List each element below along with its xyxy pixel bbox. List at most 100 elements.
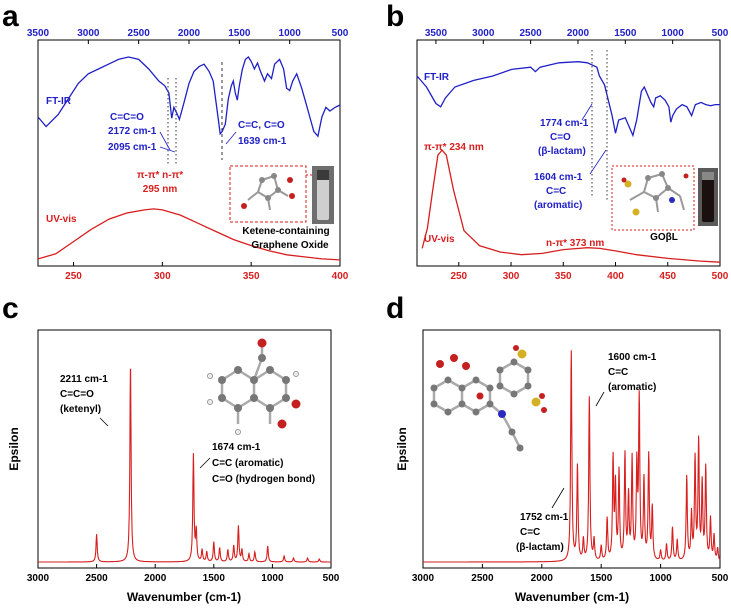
panel-d-x-tick-label: 2000 bbox=[531, 573, 554, 584]
panel-a-top-tick-label: 1000 bbox=[279, 28, 302, 39]
panel-a-ketene-label: C=C=O bbox=[110, 112, 144, 123]
panel-d-molecule-model bbox=[430, 345, 547, 452]
panel-d-lactam-1: C=C bbox=[520, 527, 540, 538]
panel-b-bottom-tick-label: 450 bbox=[659, 271, 676, 282]
panel-a-bottom-tick-label: 400 bbox=[332, 271, 349, 282]
panel-a-top-tick-label: 500 bbox=[332, 28, 349, 39]
panel-d-lactam-arrow bbox=[551, 487, 565, 509]
panel-c-x-axis: 3000 2500 2000 1500 1000 500 bbox=[27, 564, 340, 584]
panel-b-top-tick-label: 1000 bbox=[662, 28, 685, 39]
panel-d-x-title: Wavenumber (cm-1) bbox=[515, 590, 629, 604]
panel-b-lactam-wn: 1774 cm-1 bbox=[540, 118, 589, 129]
panel-c-x-title-text: Wavenumber (cm-1) bbox=[127, 590, 241, 604]
panel-b-arom-1: C=C bbox=[546, 186, 566, 197]
panel-d-arom-arrow bbox=[595, 391, 605, 407]
panel-c-ketenyl-2: (ketenyl) bbox=[60, 404, 101, 415]
panel-d-arom-wn: 1600 cm-1 bbox=[608, 352, 657, 363]
panel-b-arom-2: (aromatic) bbox=[534, 200, 582, 211]
panel-c: c 3000 2500 2000 1500 1000 500 Wavenumber (cm… bbox=[2, 292, 340, 604]
panel-b-top-tick-label: 500 bbox=[712, 28, 729, 39]
panel-b-uvvis-label: UV-vis bbox=[424, 234, 455, 245]
panel-d: d 3000 2500 2000 1500 1000 500 Wavenumber (cm… bbox=[386, 292, 729, 604]
panel-a-top-tick-label: 3000 bbox=[77, 28, 100, 39]
panel-b-bottom-tick-label: 300 bbox=[503, 271, 520, 282]
panel-b-frame bbox=[416, 39, 721, 267]
panel-b-arom-arrow bbox=[589, 149, 607, 175]
panel-a-caption-2: Graphene Oxide bbox=[251, 240, 329, 251]
panel-c-ketenyl-arrow bbox=[99, 417, 109, 427]
panel-d-x-tick-label: 2500 bbox=[471, 573, 494, 584]
panel-a-ketene-arrow2 bbox=[159, 146, 176, 153]
panel-b-n-peak: n-π* 373 nm bbox=[546, 238, 604, 249]
panel-d-lactam-2: (β-lactam) bbox=[516, 542, 564, 553]
panel-d-x-tick-label: 1500 bbox=[590, 573, 613, 584]
panel-a-top-tick-label: 2000 bbox=[178, 28, 201, 39]
panel-b-caption: GOβL bbox=[650, 232, 678, 243]
panel-d-x-title-text: Wavenumber (cm-1) bbox=[515, 590, 629, 604]
panel-d-x-tick-label: 500 bbox=[712, 573, 729, 584]
panel-a-uv-transition: π-π* n-π* bbox=[137, 170, 183, 181]
panel-b-bottom-tick-label: 250 bbox=[450, 271, 467, 282]
panel-b-top-tick-label: 3000 bbox=[472, 28, 495, 39]
panel-c-x-title: Wavenumber (cm-1) bbox=[127, 590, 241, 604]
panel-b-top-tick-label: 3500 bbox=[425, 28, 448, 39]
panel-a-ketene-wn2: 2095 cm-1 bbox=[108, 142, 157, 153]
panel-b-molecule-inset bbox=[611, 165, 695, 231]
panel-a-ccco-arrow bbox=[225, 131, 237, 145]
panel-c-y-title: Epsilon bbox=[7, 427, 21, 470]
panel-a-uvvis-label: UV-vis bbox=[46, 214, 77, 225]
panel-b-vial-photo bbox=[698, 168, 718, 226]
panel-a-ketene-wn1: 2172 cm-1 bbox=[108, 126, 157, 137]
panel-b-top-tick-label: 2000 bbox=[567, 28, 590, 39]
panel-d-label: d bbox=[386, 292, 404, 325]
panel-b-uvvis-line bbox=[421, 149, 721, 263]
panel-a-ketene-arrow1 bbox=[159, 131, 171, 151]
panel-c-molecule-model bbox=[207, 338, 301, 435]
panel-b-top-tick-label: 2500 bbox=[520, 28, 543, 39]
panel-c-arom-1: C=C (aromatic) bbox=[212, 458, 283, 469]
panel-a-caption-1: Ketene-containing bbox=[242, 226, 329, 237]
panel-b-arom-wn: 1604 cm-1 bbox=[534, 172, 583, 183]
panel-d-y-title: Epsilon bbox=[395, 427, 409, 470]
panel-d-spectrum-line bbox=[423, 350, 721, 563]
panel-a-ftir-line bbox=[37, 56, 341, 138]
panel-a-label: a bbox=[2, 0, 19, 33]
panel-b-top-tick-label: 1500 bbox=[614, 28, 637, 39]
panel-a-ccco-wn: 1639 cm-1 bbox=[238, 136, 287, 147]
panel-b-label: b bbox=[386, 0, 404, 33]
panel-b-top-axis: 3500 3000 2500 2000 1500 1000 500 bbox=[425, 28, 729, 44]
panel-b-bottom-tick-label: 500 bbox=[712, 271, 729, 282]
panel-b-bottom-tick-label: 350 bbox=[555, 271, 572, 282]
panel-c-arom-arrow bbox=[199, 457, 211, 469]
panel-d-frame bbox=[422, 329, 721, 569]
panel-a-bottom-tick-label: 300 bbox=[154, 271, 171, 282]
panel-d-x-tick-label: 1000 bbox=[649, 573, 672, 584]
panel-a-top-tick-label: 3500 bbox=[27, 28, 50, 39]
panel-c-x-tick-label: 500 bbox=[323, 573, 340, 584]
panel-a: a 3500 3000 2500 2000 1500 1000 500 250 300 350 4… bbox=[2, 0, 349, 282]
panel-b-lactam-2: (β-lactam) bbox=[538, 146, 586, 157]
panel-a-top-tick-label: 1500 bbox=[228, 28, 251, 39]
panel-c-x-tick-label: 1500 bbox=[203, 573, 226, 584]
panel-d-x-tick-label: 3000 bbox=[412, 573, 435, 584]
panel-a-uvvis-line bbox=[37, 208, 341, 261]
panel-a-uv-peak: 295 nm bbox=[143, 184, 178, 195]
panel-c-x-tick-label: 3000 bbox=[27, 573, 50, 584]
panel-a-bottom-tick-label: 250 bbox=[65, 271, 82, 282]
panel-c-x-tick-label: 2500 bbox=[85, 573, 108, 584]
panel-b-pi-peak: π-π* 234 nm bbox=[424, 142, 484, 153]
panel-b-lactam-1: C=O bbox=[550, 132, 571, 143]
panel-c-x-tick-label: 1000 bbox=[261, 573, 284, 584]
panel-c-ketenyl-wn: 2211 cm-1 bbox=[60, 374, 108, 385]
panel-b-bottom-axis: 250 300 350 400 450 500 bbox=[450, 262, 729, 282]
panel-c-label: c bbox=[2, 292, 19, 325]
panel-b-bottom-tick-label: 400 bbox=[607, 271, 624, 282]
panel-b-lactam-arrow bbox=[581, 103, 593, 121]
panel-d-lactam-wn: 1752 cm-1 bbox=[520, 512, 569, 523]
panel-c-frame bbox=[37, 329, 332, 569]
panel-c-arom-2: C=O (hydrogen bond) bbox=[212, 474, 315, 485]
panel-c-arom-wn: 1674 cm-1 bbox=[212, 442, 261, 453]
panel-a-top-axis: 3500 3000 2500 2000 1500 1000 500 bbox=[27, 28, 349, 44]
panel-a-ccco-label: C=C, C=O bbox=[238, 120, 285, 131]
